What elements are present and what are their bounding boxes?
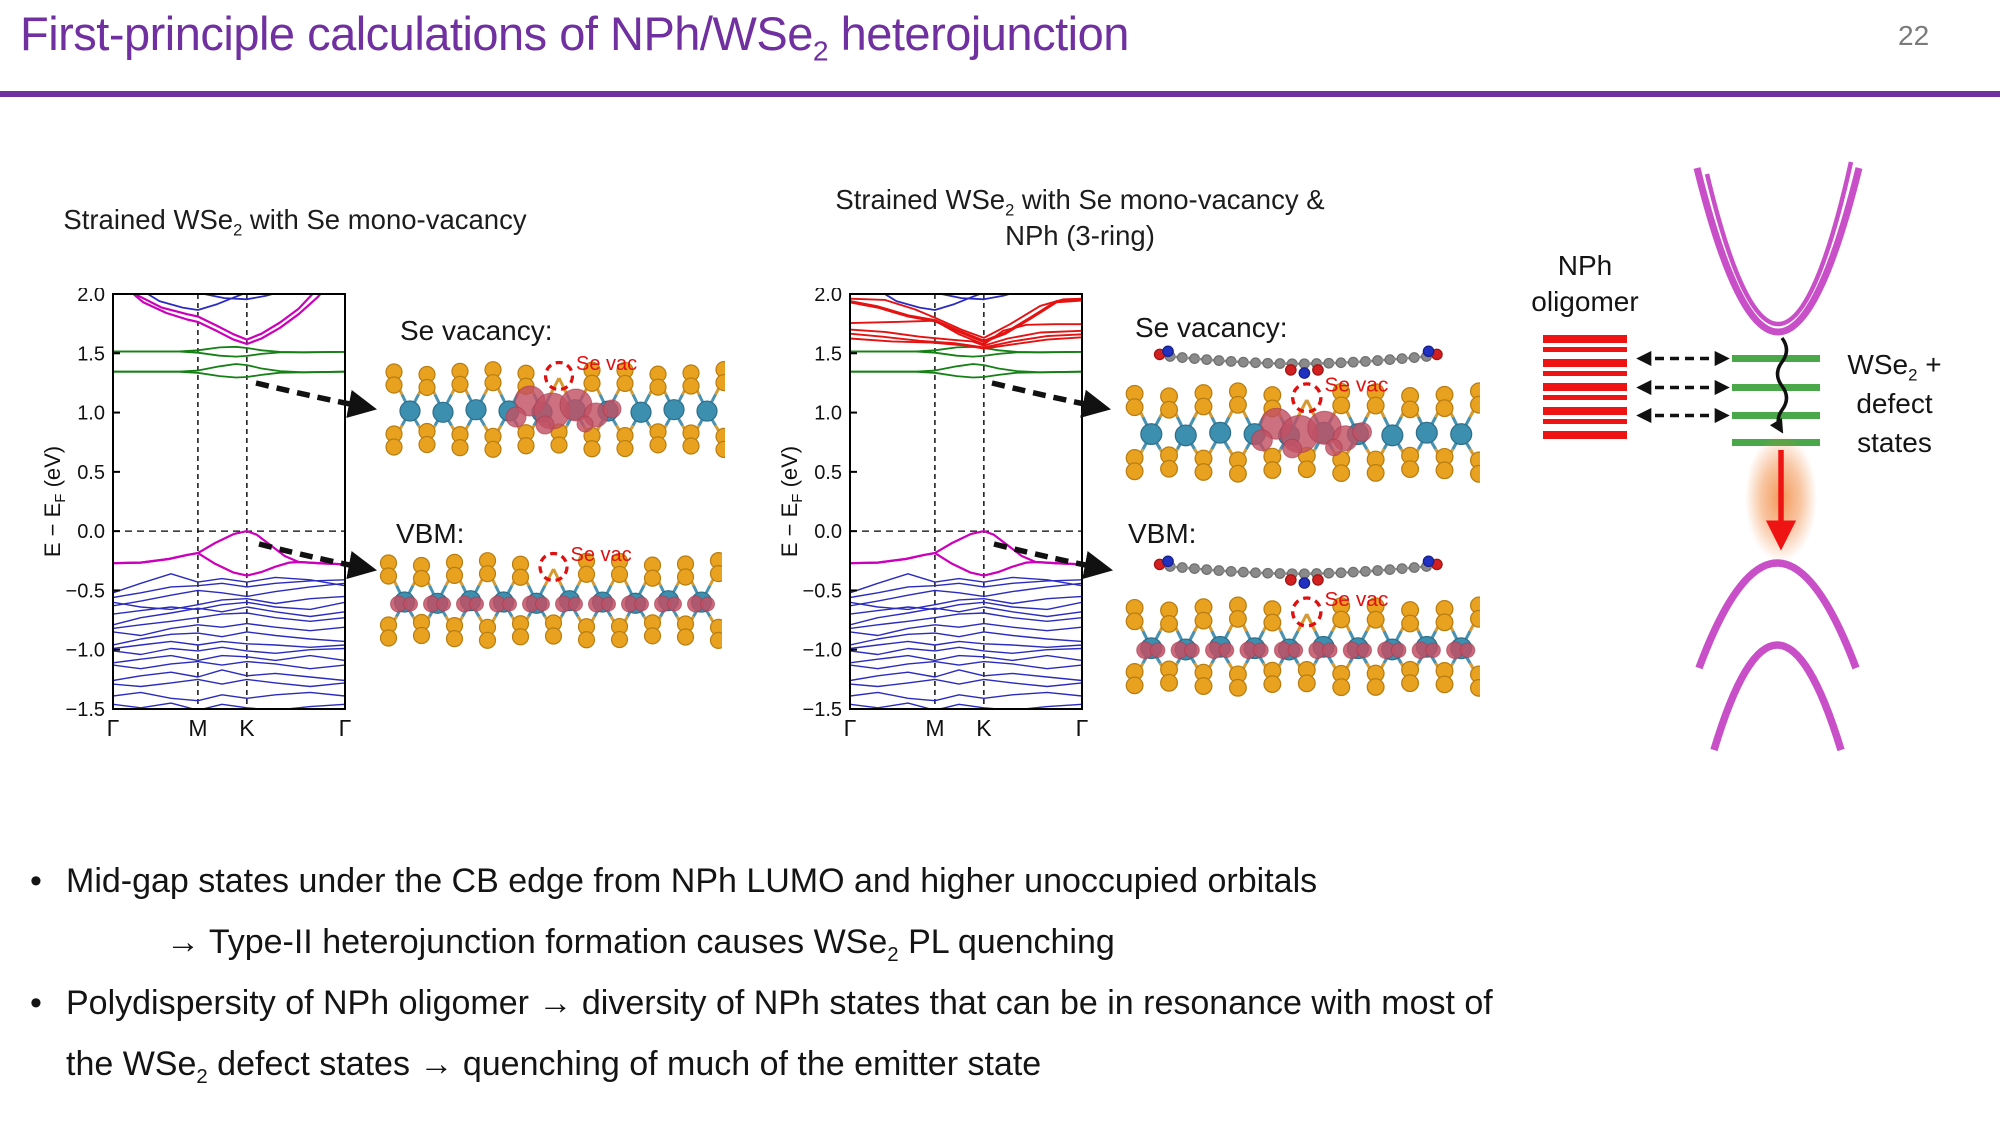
- svg-text:Γ: Γ: [844, 715, 857, 741]
- svg-text:Γ: Γ: [1076, 715, 1089, 741]
- nph-level: [1543, 335, 1627, 343]
- svg-text:−0.5: −0.5: [803, 580, 842, 602]
- middle-vbm-structure-image: Se vac: [1125, 555, 1480, 697]
- defect-state-level: [1732, 412, 1820, 419]
- svg-text:0.5: 0.5: [814, 462, 842, 484]
- svg-text:Se vac: Se vac: [1325, 588, 1389, 611]
- nph-level: [1543, 383, 1627, 391]
- svg-text:0.0: 0.0: [77, 521, 105, 543]
- nph-level: [1543, 371, 1627, 376]
- svg-text:1.0: 1.0: [814, 403, 842, 425]
- bullet-1-text: Mid-gap states under the CB edge from NP…: [66, 862, 1318, 900]
- bullet-1-subline: → Type-II heterojunction formation cause…: [166, 923, 1115, 966]
- bullet-1-marker: •: [30, 862, 42, 900]
- bands-area: [850, 294, 1082, 709]
- nph-level: [1543, 407, 1627, 415]
- svg-text:K: K: [239, 715, 255, 741]
- nph-level: [1543, 359, 1627, 367]
- svg-text:Γ: Γ: [107, 715, 120, 741]
- bullet-1: • Mid-gap states under the CB edge from N…: [30, 851, 1978, 912]
- bullet-2: • Polydispersity of NPh oligomer → divers…: [30, 973, 1978, 1095]
- wse2-defect-states-label: WSe2 + defect states: [1847, 349, 1942, 458]
- svg-text:2.0: 2.0: [814, 288, 842, 306]
- valence-band-parabola-2: [1710, 641, 1845, 752]
- middle-band-structure-chart: 2.01.51.00.50.0−0.5−1.0−1.5Γ M K ΓE − EF (e…: [777, 288, 1089, 741]
- relaxation-squiggle-arrow: [1769, 336, 1789, 434]
- svg-text:0.5: 0.5: [77, 462, 105, 484]
- middle-vbm-label: VBM:: [1128, 518, 1197, 549]
- svg-text:1.0: 1.0: [77, 403, 105, 425]
- title-divider: [0, 91, 2000, 97]
- middle-se-vacancy-label: Se vacancy:: [1135, 312, 1288, 343]
- svg-text:Se vac: Se vac: [571, 545, 632, 566]
- energy-level-diagram: [1543, 161, 1863, 752]
- svg-text:−1.5: −1.5: [803, 699, 842, 721]
- nph-level: [1543, 419, 1627, 424]
- middle-se-vacancy-structure-image: Se vac: [1125, 345, 1480, 483]
- page-number: 22: [1898, 20, 1930, 51]
- nph-level: [1543, 395, 1627, 400]
- bullet-2-marker: •: [30, 984, 42, 1022]
- left-panel-title: Strained WSe2 with Se mono-vacancy: [63, 204, 527, 240]
- conduction-band-parabola: [1693, 167, 1863, 336]
- bullet-2-text: Polydispersity of NPh oligomer → diversi…: [66, 984, 1493, 1088]
- svg-text:Se vac: Se vac: [576, 353, 637, 375]
- left-se-vacancy-label: Se vacancy:: [400, 315, 553, 346]
- svg-text:1.5: 1.5: [814, 343, 842, 365]
- svg-text:−0.5: −0.5: [66, 580, 105, 602]
- nph-level: [1543, 431, 1627, 439]
- svg-text:Se vac: Se vac: [1325, 374, 1389, 397]
- nph-oligomer-label: NPh oligomer: [1531, 250, 1639, 317]
- defect-state-level: [1732, 355, 1820, 362]
- bullet-list: • Mid-gap states under the CB edge from N…: [30, 851, 1978, 1095]
- svg-text:1.5: 1.5: [77, 343, 105, 365]
- nph-level: [1543, 347, 1627, 352]
- svg-text:−1.5: −1.5: [66, 699, 105, 721]
- svg-text:M: M: [188, 715, 207, 741]
- svg-text:E − EF (eV): E − EF (eV): [40, 446, 69, 557]
- left-vbm-structure-image: Se vac: [379, 545, 722, 650]
- valence-band-parabola-1: [1695, 559, 1860, 670]
- svg-text:M: M: [925, 715, 944, 741]
- svg-text:K: K: [976, 715, 992, 741]
- svg-text:E − EF (eV): E − EF (eV): [777, 446, 806, 557]
- left-vbm-label: VBM:: [396, 518, 465, 549]
- svg-text:−1.0: −1.0: [66, 640, 105, 662]
- svg-text:Γ: Γ: [339, 715, 352, 741]
- left-band-structure-chart: 2.01.51.00.50.0−0.5−1.0−1.5Γ M K ΓE − EF (e…: [40, 288, 352, 741]
- defect-state-level: [1732, 384, 1820, 391]
- left-se-vacancy-structure-image: Se vac: [385, 353, 725, 459]
- svg-text:2.0: 2.0: [77, 288, 105, 306]
- svg-text:0.0: 0.0: [814, 521, 842, 543]
- middle-panel-title: Strained WSe2 with Se mono-vacancy & NPh …: [835, 184, 1325, 251]
- slide-title: First-principle calculations of NPh/WSe2…: [20, 7, 1129, 67]
- svg-text:−1.0: −1.0: [803, 640, 842, 662]
